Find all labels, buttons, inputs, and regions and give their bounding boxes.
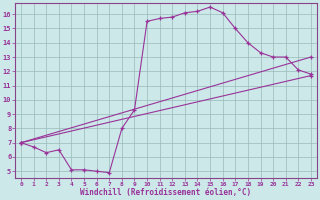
X-axis label: Windchill (Refroidissement éolien,°C): Windchill (Refroidissement éolien,°C) [80, 188, 252, 197]
